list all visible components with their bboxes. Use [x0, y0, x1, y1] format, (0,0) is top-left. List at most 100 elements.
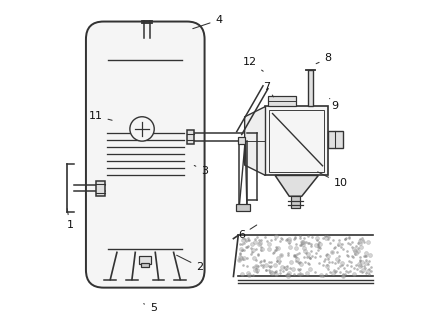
Point	[259, 262, 266, 268]
Point	[325, 237, 332, 242]
Point	[350, 246, 357, 251]
Bar	[268, 96, 296, 107]
Point	[242, 239, 249, 244]
Point	[275, 260, 282, 266]
Point	[239, 271, 246, 276]
Point	[252, 239, 259, 244]
Point	[251, 256, 258, 261]
Polygon shape	[275, 175, 318, 196]
Point	[240, 240, 247, 245]
Point	[336, 241, 343, 246]
Point	[236, 241, 243, 246]
Point	[266, 267, 273, 272]
Point	[293, 257, 300, 262]
Point	[342, 236, 349, 242]
Point	[299, 239, 306, 244]
Point	[272, 263, 279, 268]
Point	[322, 257, 329, 262]
Point	[237, 251, 244, 256]
Point	[261, 258, 268, 263]
Point	[296, 260, 303, 265]
Point	[238, 248, 245, 253]
Point	[360, 267, 367, 272]
Point	[284, 273, 291, 278]
Point	[295, 272, 302, 277]
Point	[305, 241, 312, 246]
Point	[339, 273, 346, 278]
Point	[272, 269, 279, 274]
Bar	[291, 196, 300, 208]
Point	[293, 251, 300, 256]
Point	[240, 262, 247, 267]
Text: 11: 11	[88, 111, 112, 121]
Bar	[139, 256, 151, 264]
Point	[316, 245, 323, 251]
Point	[323, 271, 330, 276]
Point	[266, 263, 273, 269]
Point	[354, 248, 361, 253]
Point	[286, 241, 293, 246]
Point	[360, 254, 367, 259]
Point	[265, 259, 272, 264]
Point	[286, 271, 293, 276]
Bar	[95, 181, 105, 196]
Point	[317, 254, 324, 259]
Point	[357, 254, 364, 260]
Point	[344, 269, 351, 274]
Point	[344, 253, 351, 258]
Point	[291, 237, 298, 242]
Point	[237, 255, 244, 260]
Point	[236, 252, 243, 257]
Bar	[265, 107, 328, 175]
Bar	[187, 130, 194, 144]
Point	[249, 241, 256, 246]
Point	[295, 250, 302, 255]
Point	[279, 269, 286, 274]
Point	[274, 255, 281, 260]
Point	[319, 235, 326, 240]
Point	[274, 259, 281, 264]
Point	[307, 243, 314, 248]
Point	[311, 270, 318, 275]
Point	[253, 267, 260, 272]
Point	[361, 254, 368, 259]
Point	[360, 238, 367, 243]
Point	[325, 267, 332, 272]
Point	[339, 242, 346, 247]
Point	[240, 247, 247, 252]
Point	[291, 253, 298, 258]
Point	[292, 242, 299, 247]
Point	[286, 265, 293, 270]
Point	[333, 257, 340, 262]
Point	[253, 247, 260, 252]
Point	[308, 235, 315, 240]
Point	[265, 246, 272, 251]
Point	[253, 234, 260, 239]
Point	[330, 238, 337, 243]
Point	[306, 255, 313, 260]
Point	[272, 248, 279, 253]
Point	[296, 260, 303, 265]
Point	[297, 242, 304, 247]
Text: 1: 1	[67, 209, 74, 230]
Point	[297, 235, 304, 241]
Point	[297, 270, 304, 275]
Point	[300, 242, 307, 247]
Point	[357, 259, 364, 264]
Point	[266, 242, 273, 247]
Point	[247, 252, 254, 257]
Point	[347, 259, 354, 264]
Point	[356, 269, 363, 274]
Point	[352, 262, 359, 267]
Point	[316, 242, 323, 247]
Point	[339, 246, 346, 251]
Point	[286, 236, 293, 241]
Point	[365, 266, 372, 271]
Point	[274, 245, 281, 251]
Point	[320, 273, 327, 278]
Point	[268, 270, 275, 275]
Point	[247, 246, 254, 251]
Point	[268, 271, 276, 276]
Point	[321, 234, 328, 239]
Point	[359, 235, 366, 241]
